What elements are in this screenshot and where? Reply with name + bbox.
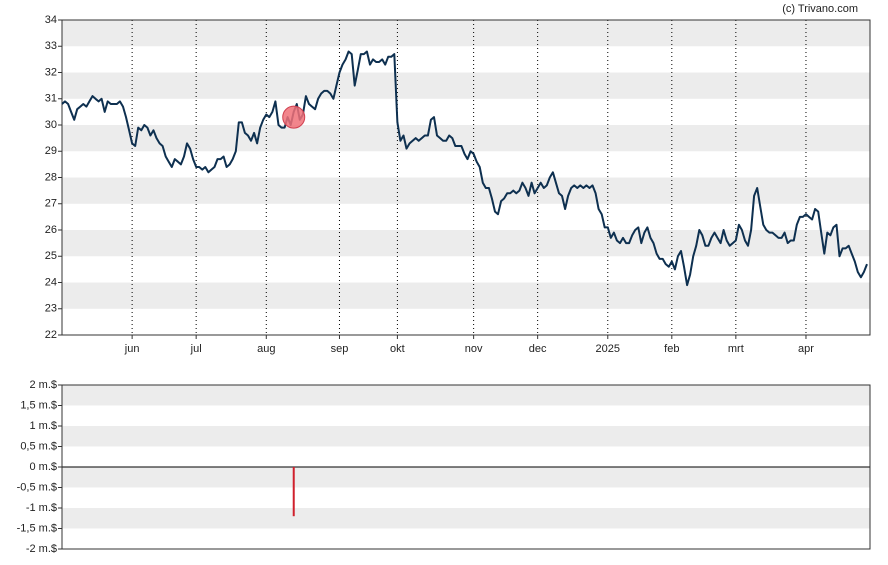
grid-band <box>62 467 870 488</box>
y-tick-label: 0 m.$ <box>29 461 57 473</box>
y-tick-label: 25 <box>45 250 57 262</box>
x-tick-label: jul <box>190 343 202 355</box>
y-tick-label: 23 <box>45 303 57 315</box>
y-tick-label: 32 <box>45 66 57 78</box>
y-tick-label: 1 m.$ <box>29 420 57 432</box>
y-tick-label: 30 <box>45 119 57 131</box>
grid-band <box>62 125 870 152</box>
y-tick-label: 31 <box>45 93 57 105</box>
price-line <box>61 50 868 287</box>
y-tick-label: -1,5 m.$ <box>17 522 57 534</box>
x-tick-label: 2025 <box>596 343 620 355</box>
grid-band <box>62 282 870 309</box>
y-tick-label: 27 <box>45 198 57 210</box>
grid-band <box>62 230 870 257</box>
y-tick-label: -2 m.$ <box>26 543 57 555</box>
y-tick-label: 1,5 m.$ <box>20 399 57 411</box>
y-tick-label: 33 <box>45 40 57 52</box>
y-tick-label: 0,5 m.$ <box>20 440 57 452</box>
x-tick-label: feb <box>664 343 679 355</box>
y-tick-label: 26 <box>45 224 57 236</box>
grid-band <box>62 177 870 204</box>
plot-frame <box>61 384 871 550</box>
grid-band <box>62 72 870 99</box>
credit: (c) Trivano.com <box>782 3 858 15</box>
x-tick-label: okt <box>390 343 405 355</box>
grid-band <box>62 20 870 47</box>
bar <box>292 467 295 517</box>
x-tick-label: jun <box>124 343 140 355</box>
x-tick-label: sep <box>331 343 349 355</box>
y-tick-label: 24 <box>45 276 57 288</box>
y-tick-label: 22 <box>45 329 57 341</box>
event-marker <box>282 105 306 129</box>
x-tick-label: aug <box>257 343 275 355</box>
grid-band <box>62 385 870 406</box>
y-tick-label: 28 <box>45 171 57 183</box>
y-tick-label: 34 <box>45 14 57 26</box>
y-tick-label: -1 m.$ <box>26 502 57 514</box>
x-tick-label: mrt <box>728 343 744 355</box>
grid-band <box>62 426 870 447</box>
x-tick-label: nov <box>465 343 483 355</box>
plot-frame <box>61 19 871 336</box>
y-tick-label: 29 <box>45 145 57 157</box>
x-tick-label: apr <box>798 343 814 355</box>
x-tick-label: dec <box>529 343 547 355</box>
y-tick-label: -0,5 m.$ <box>17 481 57 493</box>
y-tick-label: 2 m.$ <box>29 379 57 391</box>
grid-band <box>62 508 870 529</box>
